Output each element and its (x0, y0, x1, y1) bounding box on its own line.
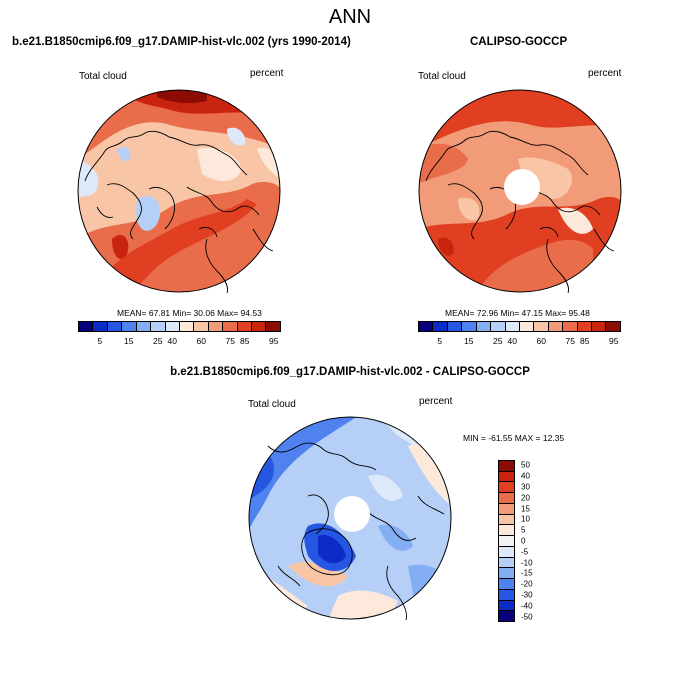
colorbar-swatch (107, 322, 123, 331)
colorbar-tick-label: 40 (167, 336, 177, 346)
colorbar-tick-label: 5 (97, 336, 103, 346)
colorbar-tick-label: 10 (521, 514, 530, 524)
panel1-title: b.e21.B1850cmip6.f09_g17.DAMIP-hist-vlc.… (12, 36, 351, 48)
colorbar-tick-label: -20 (521, 579, 533, 589)
colorbar-swatch (462, 322, 477, 331)
colorbar-swatch (266, 322, 280, 331)
colorbar-swatch (122, 322, 137, 331)
colorbar-swatch (237, 322, 253, 331)
colorbar-swatch (179, 322, 195, 331)
panel3-title: b.e21.B1850cmip6.f09_g17.DAMIP-hist-vlc.… (170, 366, 530, 378)
panel2-units-label: percent (588, 68, 622, 79)
colorbar-tick-label: 60 (536, 336, 546, 346)
colorbar-swatch (499, 525, 514, 537)
colorbar-swatch (499, 461, 514, 472)
colorbar-tick-label: 60 (196, 336, 206, 346)
colorbar-swatch (606, 322, 620, 331)
colorbar-swatch (208, 322, 224, 331)
colorbar-swatch (165, 322, 180, 331)
colorbar-swatch (499, 611, 514, 622)
colorbar-swatch (577, 322, 593, 331)
colorbar-tick-label: 5 (521, 525, 526, 535)
colorbar-tick-label: 40 (521, 471, 530, 481)
colorbar-swatch (499, 546, 514, 558)
colorbar-swatch (499, 579, 514, 590)
colorbar-swatch (194, 322, 209, 331)
panel1-polar-map (77, 89, 281, 293)
colorbar-tick-label: 15 (521, 504, 530, 514)
colorbar-swatch (151, 322, 166, 331)
colorbar-tick-label: 0 (521, 536, 526, 546)
colorbar-swatch (433, 322, 448, 331)
colorbar-swatch (499, 482, 514, 494)
colorbar-swatch (499, 600, 514, 612)
panel1-colorbar (78, 321, 281, 332)
colorbar-swatch (419, 322, 434, 331)
panel2-title: CALIPSO-GOCCP (470, 36, 568, 48)
colorbar-tick-label: 15 (124, 336, 134, 346)
panel1-units-label: percent (250, 68, 284, 79)
figure-title: ANN (328, 6, 372, 28)
colorbar-swatch (534, 322, 549, 331)
colorbar-swatch (499, 471, 514, 483)
colorbar-tick-label: 95 (269, 336, 279, 346)
panel1-variable-label: Total cloud (79, 71, 127, 82)
colorbar-swatch (499, 514, 514, 526)
colorbar-swatch (252, 322, 267, 331)
colorbar-swatch (499, 503, 514, 515)
panel3-units-label: percent (419, 396, 453, 407)
colorbar-tick-label: 75 (565, 336, 575, 346)
colorbar-tick-label: -50 (521, 612, 533, 622)
colorbar-swatch (592, 322, 607, 331)
colorbar-tick-label: 95 (609, 336, 619, 346)
colorbar-tick-label: 75 (225, 336, 235, 346)
colorbar-tick-label: -5 (521, 547, 529, 557)
colorbar-swatch (447, 322, 463, 331)
colorbar-tick-label: 50 (521, 460, 530, 470)
panel2-colorbar (418, 321, 621, 332)
colorbar-tick-label: 30 (521, 482, 530, 492)
colorbar-tick-label: 20 (521, 493, 530, 503)
colorbar-tick-label: -15 (521, 568, 533, 578)
panel1-stats: MEAN= 67.81 Min= 30.06 Max= 94.53 (117, 308, 262, 318)
colorbar-tick-label: 40 (507, 336, 517, 346)
colorbar-tick-label: 15 (464, 336, 474, 346)
colorbar-swatch (223, 322, 238, 331)
colorbar-tick-label: 25 (493, 336, 503, 346)
panel3-stats: MIN = -61.55 MAX = 12.35 (463, 433, 565, 443)
colorbar-tick-label: 85 (580, 336, 590, 346)
panel3-polar-map (248, 416, 452, 620)
colorbar-swatch (93, 322, 108, 331)
colorbar-swatch (505, 322, 520, 331)
panel3-variable-label: Total cloud (248, 399, 296, 410)
colorbar-tick-label: -10 (521, 558, 533, 568)
colorbar-tick-label: 5 (437, 336, 443, 346)
colorbar-swatch (499, 536, 514, 547)
colorbar-swatch (499, 493, 514, 504)
colorbar-swatch (476, 322, 492, 331)
colorbar-swatch (519, 322, 535, 331)
colorbar-swatch (548, 322, 564, 331)
colorbar-tick-label: -40 (521, 601, 533, 611)
colorbar-swatch (79, 322, 94, 331)
colorbar-swatch (491, 322, 506, 331)
colorbar-swatch (499, 589, 514, 601)
colorbar-tick-label: 25 (153, 336, 163, 346)
colorbar-tick-label: -30 (521, 590, 533, 600)
panel2-stats: MEAN= 72.96 Min= 47.15 Max= 95.48 (445, 308, 590, 318)
colorbar-tick-label: 85 (240, 336, 250, 346)
panel3-colorbar (498, 460, 515, 622)
colorbar-swatch (499, 557, 514, 569)
panel2-variable-label: Total cloud (418, 71, 466, 82)
colorbar-swatch (136, 322, 152, 331)
panel2-polar-map (418, 89, 622, 293)
colorbar-swatch (563, 322, 578, 331)
colorbar-swatch (499, 568, 514, 580)
